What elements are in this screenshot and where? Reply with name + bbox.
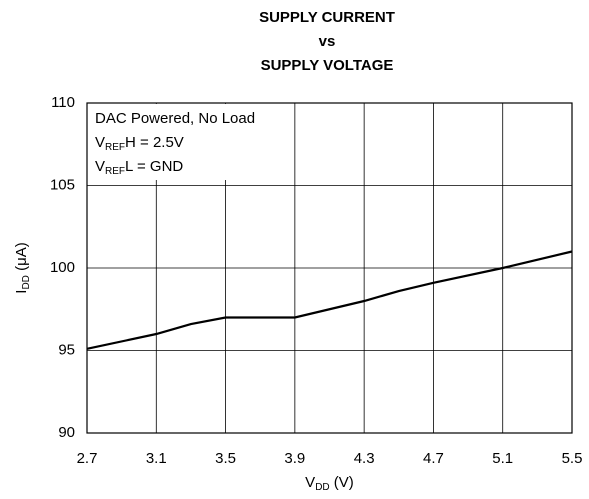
x-tick-label: 5.5 (562, 450, 583, 467)
y-axis-label-part: I (13, 290, 30, 294)
x-axis-label-part: V (305, 474, 315, 491)
y-axis-label-part: DD (21, 275, 32, 289)
chart-title: SUPPLY VOLTAGE (261, 57, 394, 74)
x-tick-label: 5.1 (492, 450, 513, 467)
x-tick-label: 4.7 (423, 450, 444, 467)
x-axis-label: VDD (V) (305, 474, 354, 493)
y-tick-label: 110 (51, 94, 75, 111)
chart-title: vs (319, 33, 336, 50)
x-axis-label-part: DD (315, 482, 329, 493)
data-line (86, 250, 573, 350)
annotation-box (88, 104, 294, 180)
x-tick-label: 3.1 (146, 450, 167, 467)
annotation: DAC Powered, No Load (95, 110, 255, 127)
annotation-part: H = 2.5V (125, 134, 184, 151)
y-tick-label: 105 (50, 176, 75, 193)
y-tick-label: 90 (58, 424, 75, 441)
x-axis-label-part: (V) (330, 474, 354, 491)
x-tick-label: 3.9 (284, 450, 305, 467)
annotation: VREFH = 2.5V (95, 134, 184, 153)
y-axis-label: IDD (μA) (13, 242, 32, 293)
x-tick-label: 4.3 (354, 450, 375, 467)
annotation-part: REF (105, 142, 125, 153)
y-tick-label: 100 (50, 259, 75, 276)
annotation-part: DAC Powered, No Load (95, 110, 255, 127)
chart-title: SUPPLY CURRENT (259, 9, 395, 26)
y-axis-label-part: (μA) (13, 242, 30, 275)
annotation-part: REF (105, 166, 125, 177)
x-tick-label: 2.7 (77, 450, 98, 467)
annotation-part: V (95, 134, 105, 151)
y-tick-label: 95 (58, 341, 75, 358)
annotation-part: V (95, 158, 105, 175)
annotation: VREFL = GND (95, 158, 183, 177)
plot-frame (86, 102, 573, 434)
x-tick-label: 3.5 (215, 450, 236, 467)
annotation-part: L = GND (125, 158, 183, 175)
